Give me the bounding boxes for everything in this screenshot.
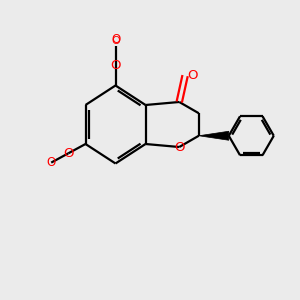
- Text: O: O: [188, 69, 198, 82]
- Text: O: O: [46, 156, 56, 169]
- Text: O: O: [63, 147, 74, 160]
- Text: O: O: [111, 33, 120, 46]
- Polygon shape: [199, 131, 229, 140]
- Text: O: O: [174, 140, 184, 154]
- Text: O: O: [111, 37, 120, 46]
- Text: O: O: [110, 59, 121, 73]
